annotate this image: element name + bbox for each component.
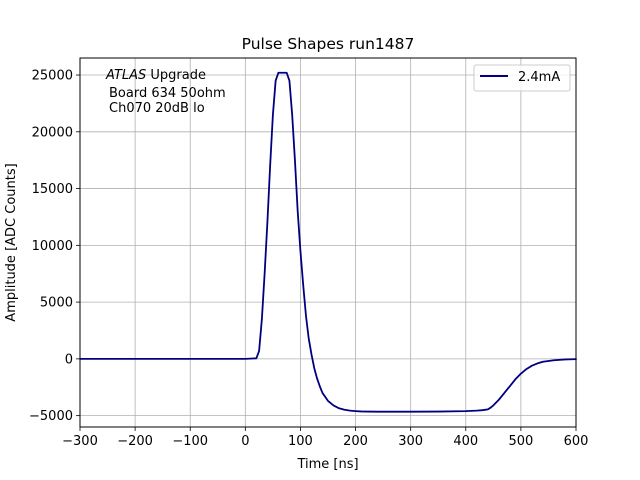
y-tick-label: 20000	[32, 125, 73, 140]
legend-box	[473, 64, 571, 92]
y-tick-label: 5000	[40, 296, 73, 311]
chart-title: Pulse Shapes run1487	[242, 35, 415, 53]
annotation-line-2: Board 634 50ohm	[109, 86, 226, 101]
series-layer	[79, 71, 577, 413]
annotation-line-1: ATLAS Upgrade	[105, 68, 206, 83]
x-tick-label: 0	[241, 434, 249, 449]
y-axis-label: Amplitude [ADC Counts]	[4, 163, 19, 321]
legend: 2.4mA	[473, 64, 571, 92]
x-axis-label: Time [ns]	[296, 457, 358, 472]
y-tick-label: 25000	[32, 69, 73, 84]
y-tick-label: −5000	[29, 409, 73, 424]
tick-layer: −300 −200 −100 0 100 200 300 400 500 600 −5000 0 500…	[29, 69, 588, 449]
plot-frame	[79, 57, 577, 428]
annotation-upgrade: Upgrade	[146, 68, 206, 83]
series-line	[79, 71, 577, 413]
x-tick-label: 300	[398, 434, 423, 449]
x-tick-label: −100	[172, 434, 208, 449]
x-tick-label: 500	[508, 434, 533, 449]
annotation-atlas: ATLAS	[105, 68, 146, 83]
x-tick-label: 400	[453, 434, 478, 449]
legend-label: 2.4mA	[518, 70, 560, 85]
annotation-line-3: Ch070 20dB lo	[109, 101, 205, 116]
x-tick-label: 200	[343, 434, 368, 449]
x-tick-label: 100	[288, 434, 313, 449]
annotation-box: ATLAS Upgrade Board 634 50ohm Ch070 20dB…	[105, 68, 226, 116]
x-tick-label: −200	[117, 434, 153, 449]
y-tick-label: 0	[65, 352, 73, 367]
y-tick-label: 10000	[32, 239, 73, 254]
y-tick-label: 15000	[32, 182, 73, 197]
x-tick-label: −300	[62, 434, 98, 449]
x-tick-label: 600	[564, 434, 589, 449]
